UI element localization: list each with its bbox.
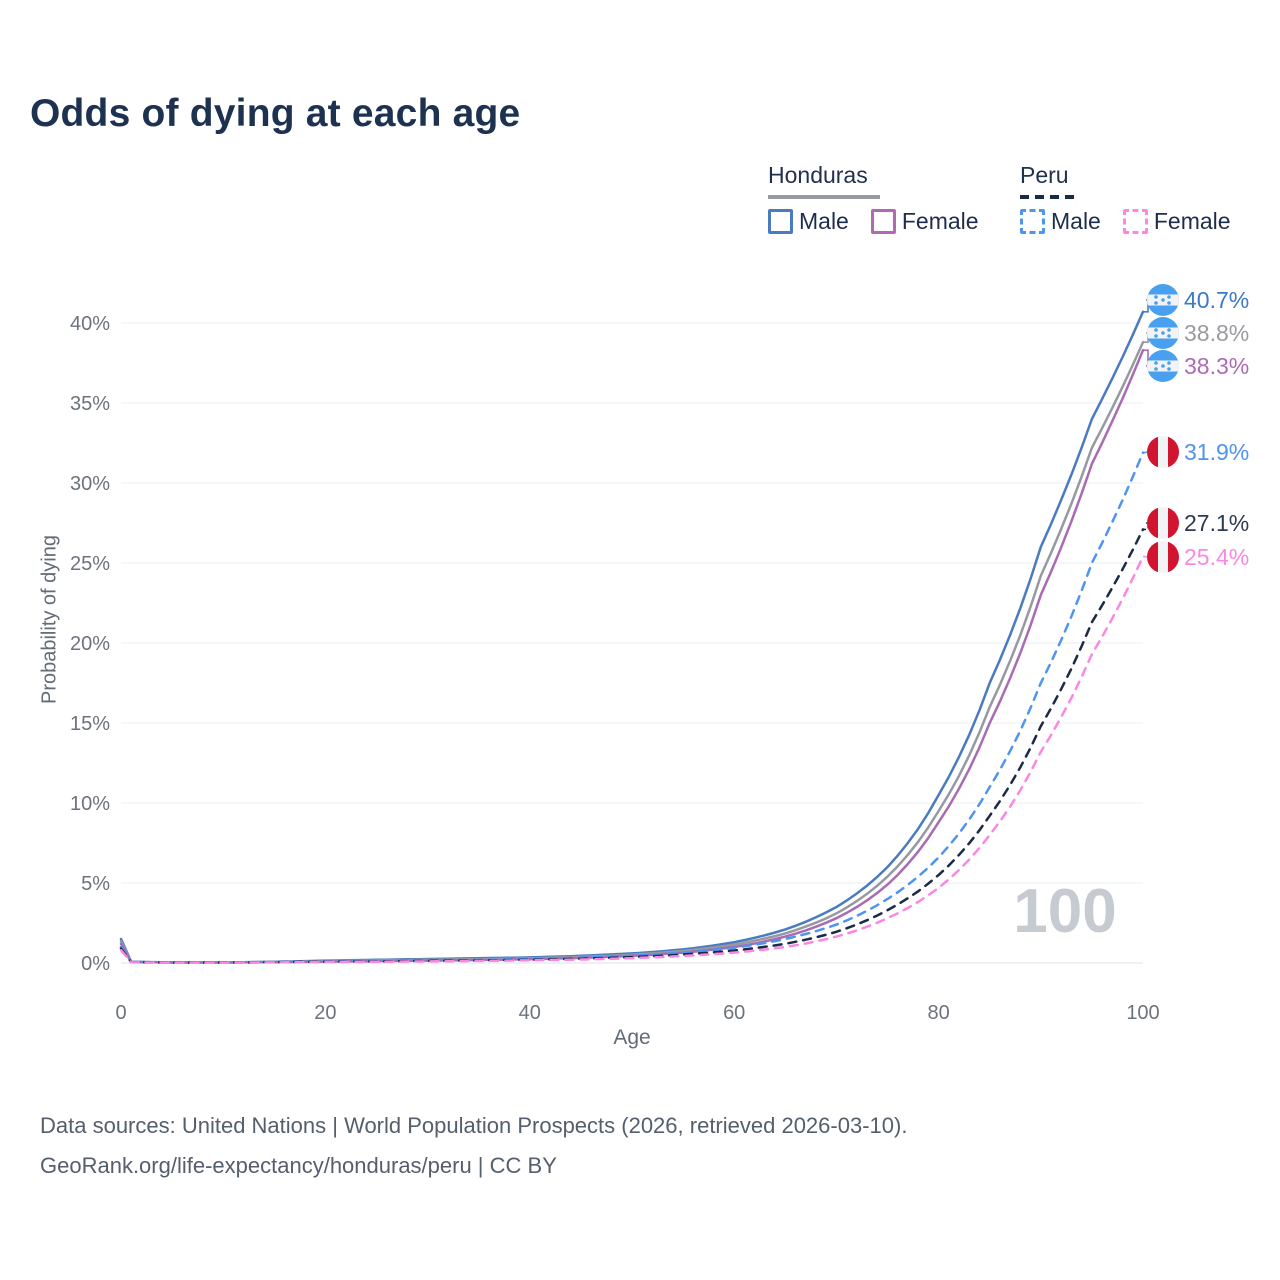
age-watermark: 100	[1013, 877, 1117, 946]
y-tick-label: 35%	[70, 393, 110, 415]
page-title: Odds of dying at each age	[30, 92, 521, 135]
y-tick-label: 25%	[70, 553, 110, 575]
legend-country-peru: Peru	[1020, 162, 1069, 188]
end-label-value: 27.1%	[1184, 510, 1249, 536]
peru-line-style-sample	[1020, 195, 1076, 199]
honduras-line-style-sample	[768, 195, 880, 199]
legend-group-honduras: Honduras Male Female	[768, 162, 979, 235]
peru-flag-icon	[1147, 436, 1179, 468]
legend-item-label: Female	[901, 208, 979, 234]
attribution-line: GeoRank.org/life-expectancy/honduras/per…	[40, 1153, 557, 1178]
end-label-value: 31.9%	[1184, 439, 1249, 465]
series-peru-female[interactable]	[119, 555, 1145, 964]
y-tick-label: 15%	[70, 713, 110, 735]
end-label-value: 38.8%	[1184, 320, 1249, 346]
end-label-value: 38.3%	[1184, 353, 1249, 379]
legend-group-peru: Peru Male Female	[1020, 162, 1231, 235]
x-tick-label: 40	[519, 1002, 541, 1024]
peru-male-swatch-icon	[1020, 209, 1045, 234]
series-layer	[119, 310, 1145, 964]
honduras-female-swatch-icon	[870, 209, 896, 234]
end-label-value: 40.7%	[1184, 287, 1249, 313]
y-tick-label: 40%	[70, 313, 110, 335]
y-tick-label: 10%	[70, 793, 110, 815]
honduras-flag-icon	[1147, 317, 1179, 349]
x-tick-label: 80	[927, 1002, 949, 1024]
x-tick-label: 20	[314, 1002, 336, 1024]
end-label-layer: 40.7% 38.8% 38.3% 31.9% 27.1% 25.4%	[1143, 284, 1249, 573]
y-axis-title: Probability of dying	[38, 535, 61, 704]
y-tick-label: 20%	[70, 633, 110, 655]
legend-country-honduras: Honduras	[768, 162, 868, 188]
footer: Data sources: United Nations | World Pop…	[40, 1106, 907, 1186]
peru-female-swatch-icon	[1122, 209, 1148, 234]
legend-item-honduras-male[interactable]: Male	[768, 208, 849, 235]
legend-item-peru-female[interactable]: Female	[1122, 208, 1231, 235]
data-sources-line: Data sources: United Nations | World Pop…	[40, 1113, 908, 1138]
legend-item-peru-male[interactable]: Male	[1020, 208, 1101, 235]
legend-item-honduras-female[interactable]: Female	[870, 208, 979, 235]
series-peru-both-sexes[interactable]	[119, 528, 1145, 964]
end-label-value: 25.4%	[1184, 544, 1249, 570]
legend-item-label: Male	[1051, 208, 1101, 234]
honduras-flag-icon	[1147, 350, 1179, 382]
y-tick-label: 0%	[81, 953, 110, 975]
axis-tick-layer: 0% 5% 10% 15% 20% 25% 30% 35% 40% 0 20 40 60 80 100	[70, 313, 1160, 1024]
series-peru-male[interactable]	[119, 451, 1145, 964]
y-tick-label: 5%	[81, 873, 110, 895]
legend-item-label: Male	[799, 208, 849, 234]
series-honduras-male[interactable]	[119, 310, 1145, 964]
honduras-flag-icon	[1147, 284, 1179, 316]
honduras-male-swatch-icon	[768, 209, 793, 234]
peru-flag-icon	[1147, 541, 1179, 573]
grid-layer	[121, 322, 1143, 964]
x-tick-label: 0	[115, 1002, 126, 1024]
x-axis-title: Age	[613, 1026, 651, 1049]
peru-flag-icon	[1147, 507, 1179, 539]
series-honduras-both-sexes[interactable]	[119, 340, 1145, 964]
y-tick-label: 30%	[70, 473, 110, 495]
x-tick-label: 100	[1126, 1002, 1159, 1024]
series-honduras-female[interactable]	[119, 348, 1145, 964]
x-tick-label: 60	[723, 1002, 745, 1024]
legend-item-label: Female	[1153, 208, 1231, 234]
